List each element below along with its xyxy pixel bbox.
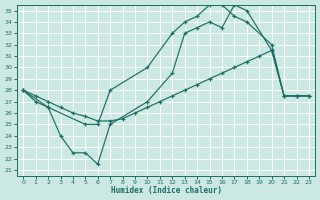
X-axis label: Humidex (Indice chaleur): Humidex (Indice chaleur)	[111, 186, 221, 195]
